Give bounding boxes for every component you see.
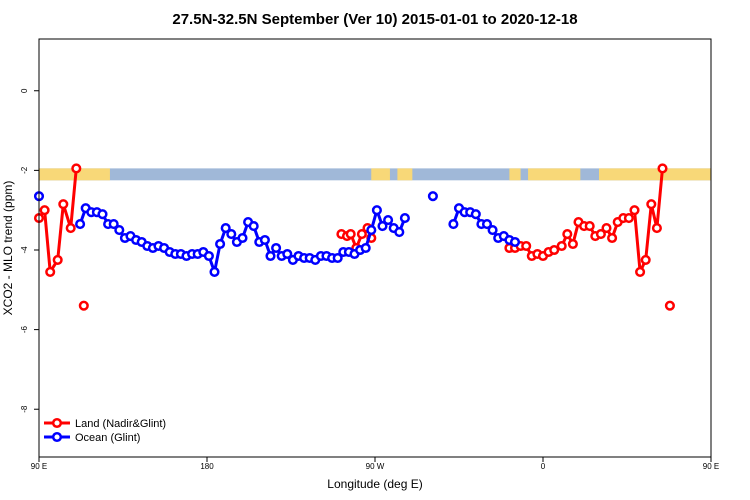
series-2 xyxy=(33,191,521,277)
data-point xyxy=(58,199,69,210)
data-point xyxy=(584,221,595,232)
data-point xyxy=(282,248,293,260)
surface-type-strip xyxy=(39,168,711,181)
data-point xyxy=(470,209,481,220)
data-point xyxy=(427,191,438,202)
y-axis-label: XCO2 - MLO trend (ppm) xyxy=(1,181,15,316)
land-strip-segment xyxy=(509,168,521,181)
data-point xyxy=(237,232,248,244)
x-axis-label: Longitude (deg E) xyxy=(327,477,422,491)
data-point xyxy=(332,252,343,264)
data-point xyxy=(399,213,410,224)
legend-marker xyxy=(51,417,63,429)
data-point xyxy=(646,199,657,210)
legend-marker xyxy=(51,431,63,443)
data-point xyxy=(657,163,668,174)
y-tick-label: 0 xyxy=(20,88,29,93)
data-point xyxy=(567,238,578,250)
data-point xyxy=(487,225,498,236)
data-point xyxy=(562,229,573,240)
plot-frame xyxy=(38,38,712,458)
data-point xyxy=(71,163,82,174)
data-point xyxy=(509,236,521,248)
data-point xyxy=(394,227,405,238)
data-point xyxy=(664,300,675,311)
land-strip-segment xyxy=(371,168,390,181)
x-tick-label: 90 W xyxy=(366,462,385,471)
chart-title: 27.5N-32.5N September (Ver 10) 2015-01-0… xyxy=(172,11,577,28)
legend-entry: Ocean (Glint) xyxy=(75,432,140,444)
data-point xyxy=(265,250,276,262)
data-point xyxy=(481,219,493,230)
land-strip-segment xyxy=(599,168,711,181)
y-axis: 0 -2 -4 -6 -8 xyxy=(20,88,39,413)
data-point xyxy=(108,219,119,230)
data-point xyxy=(356,229,367,240)
data-point xyxy=(521,240,532,252)
data-point xyxy=(271,242,282,254)
data-point xyxy=(549,244,560,256)
data-point xyxy=(640,254,651,265)
data-point xyxy=(601,223,612,234)
data-point xyxy=(220,223,231,234)
data-point xyxy=(556,240,567,252)
data-point xyxy=(259,234,270,246)
legend-entry: Land (Nadir&Glint) xyxy=(75,418,166,430)
data-point xyxy=(345,229,356,240)
land-strip-segment xyxy=(528,168,581,181)
data-point xyxy=(226,229,237,240)
data-point xyxy=(209,266,220,277)
data-point xyxy=(635,266,646,277)
data-point xyxy=(366,225,377,236)
y-tick-label: -6 xyxy=(20,326,29,334)
x-tick-label: 180 xyxy=(200,462,214,471)
data-point xyxy=(203,250,214,262)
data-point xyxy=(248,221,259,232)
data-point xyxy=(45,266,56,277)
data-point xyxy=(78,300,89,311)
data-point xyxy=(215,238,226,250)
data-point xyxy=(383,215,394,226)
land-strip-segment xyxy=(397,168,413,181)
x-tick-label: 0 xyxy=(541,462,546,471)
series-layer xyxy=(33,163,675,311)
data-point xyxy=(75,219,86,230)
data-point xyxy=(65,223,76,234)
data-point xyxy=(595,229,606,240)
data-point xyxy=(97,209,108,220)
x-tick-label: 90 E xyxy=(31,462,47,471)
x-axis: 90 E 180 90 W 0 90 E xyxy=(31,457,719,471)
data-point xyxy=(371,205,382,216)
y-tick-label: -2 xyxy=(20,166,29,174)
data-point xyxy=(52,254,63,265)
data-point xyxy=(114,225,125,236)
data-point xyxy=(360,242,371,254)
data-point xyxy=(651,223,662,234)
y-tick-label: -8 xyxy=(20,405,29,413)
data-point xyxy=(623,213,634,224)
data-point xyxy=(39,205,50,216)
x-tick-label: 90 E xyxy=(703,462,719,471)
data-point xyxy=(607,232,618,244)
data-point xyxy=(377,221,388,232)
legend: Land (Nadir&Glint) Ocean (Glint) xyxy=(44,417,166,444)
data-point xyxy=(629,205,640,216)
data-point xyxy=(448,219,459,230)
y-tick-label: -4 xyxy=(20,246,29,254)
